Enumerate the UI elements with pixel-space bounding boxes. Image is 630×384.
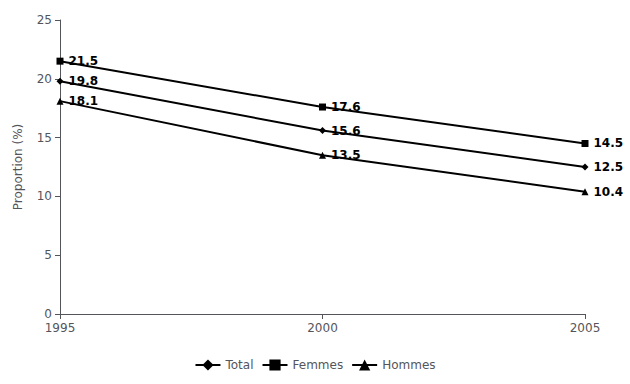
svg-text:2005: 2005 [570,321,601,335]
svg-text:25: 25 [37,13,52,27]
svg-text:Total: Total [224,358,253,372]
svg-text:10.4: 10.4 [594,185,624,199]
svg-text:20: 20 [37,72,52,86]
svg-text:Hommes: Hommes [382,358,435,372]
svg-text:17.6: 17.6 [331,100,361,114]
svg-text:Femmes: Femmes [293,358,344,372]
svg-text:5: 5 [44,248,52,262]
svg-text:14.5: 14.5 [594,136,624,150]
svg-text:12.5: 12.5 [594,160,624,174]
svg-text:18.1: 18.1 [69,94,99,108]
svg-text:10: 10 [37,189,52,203]
svg-text:0: 0 [44,307,52,321]
svg-text:2000: 2000 [307,321,338,335]
svg-text:Proportion (%): Proportion (%) [11,124,25,211]
svg-text:15: 15 [37,131,52,145]
svg-text:15.6: 15.6 [331,124,361,138]
svg-text:1995: 1995 [45,321,76,335]
svg-text:13.5: 13.5 [331,148,361,162]
svg-text:19.8: 19.8 [69,74,99,88]
svg-text:21.5: 21.5 [69,54,99,68]
